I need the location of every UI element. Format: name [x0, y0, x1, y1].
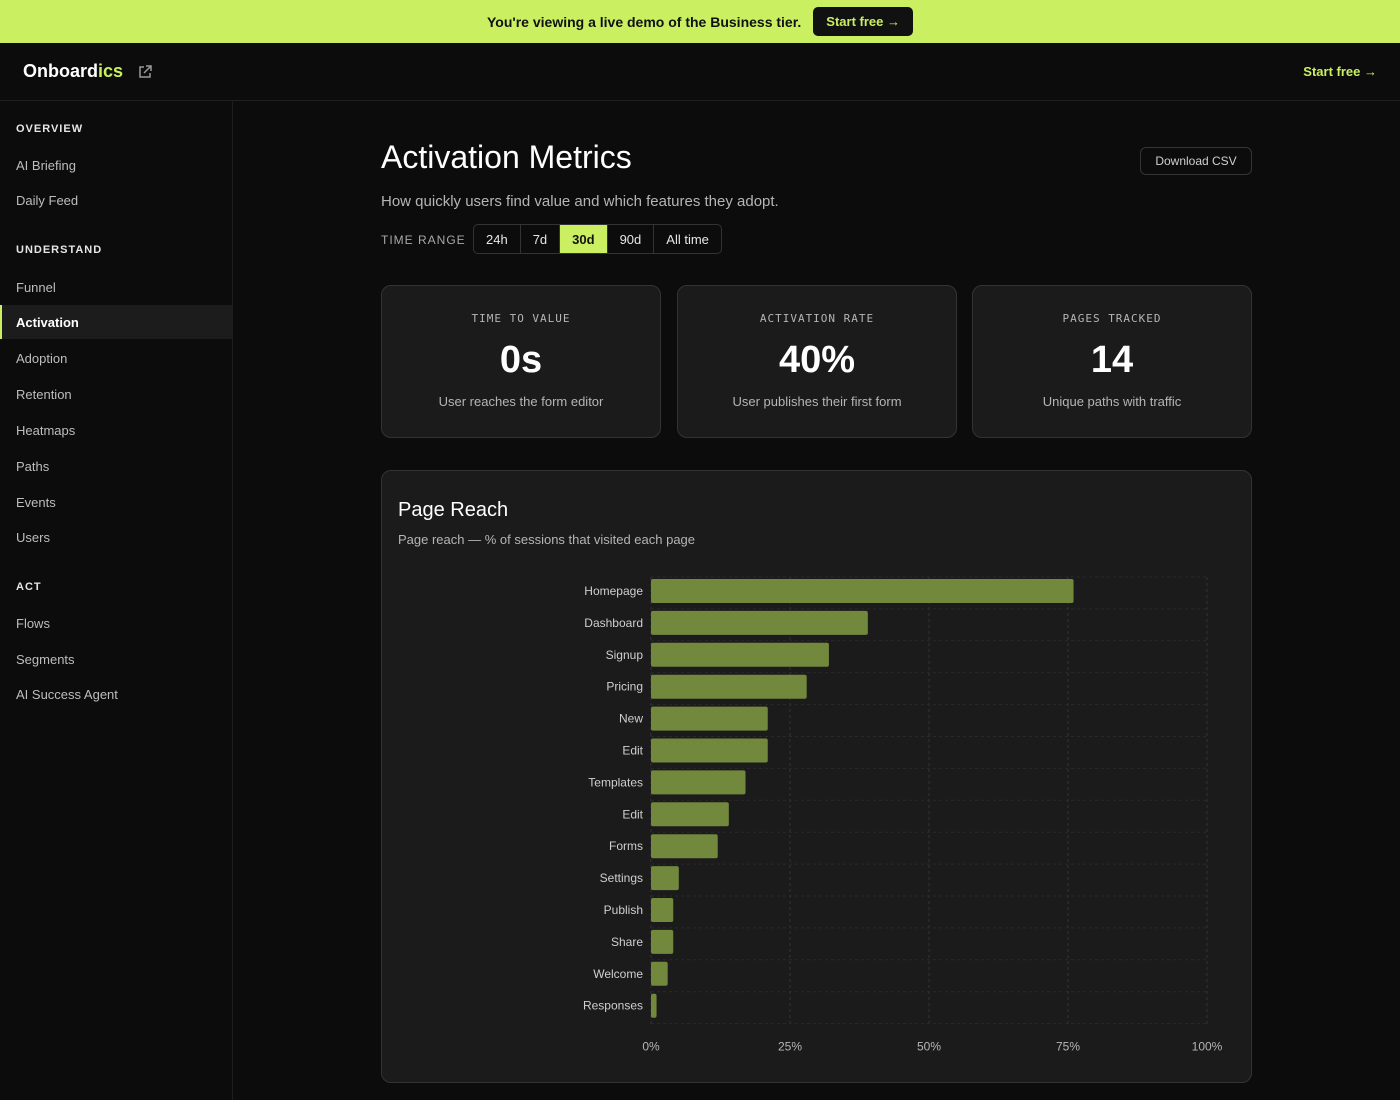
page-reach-chart: 0% 25% 50% 75% 100% Homepage Dashboard Signup Pr…	[583, 576, 1223, 1054]
y-category-label: Pricing	[606, 680, 643, 694]
time-range-label: TIME RANGE	[381, 233, 466, 247]
chart-title: Page Reach	[398, 499, 509, 521]
bar[interactable]	[651, 929, 674, 954]
y-category-label: Welcome	[593, 967, 643, 981]
sidebar-item-segments[interactable]: Segments	[16, 651, 75, 667]
range-all-time-button[interactable]: All time	[666, 231, 709, 247]
metric-card-pages-tracked: PAGES TRACKED 14 Unique paths with traff…	[972, 285, 1252, 438]
sidebar-item-adoption[interactable]: Adoption	[16, 350, 68, 366]
y-category-label: Forms	[609, 839, 643, 853]
page-title: Activation Metrics	[381, 139, 632, 175]
sidebar-item-events[interactable]: Events	[16, 494, 56, 510]
chart-subtitle: Page reach — % of sessions that visited …	[398, 532, 696, 547]
bar[interactable]	[651, 674, 807, 699]
main-content: Activation Metrics Download CSV How quic…	[233, 101, 1400, 1100]
x-tick-label: 25%	[778, 1040, 802, 1054]
sidebar-item-funnel[interactable]: Funnel	[16, 279, 56, 295]
metric-card-activation-rate: ACTIVATION RATE 40% User publishes their…	[677, 285, 957, 438]
x-tick-label: 100%	[1192, 1040, 1223, 1054]
bar[interactable]	[651, 579, 1074, 603]
x-tick-label: 75%	[1056, 1040, 1080, 1054]
topbar-start-free-link[interactable]: Start free →	[1303, 64, 1377, 79]
sidebar-section-overview: OVERVIEW	[16, 123, 84, 135]
sidebar-item-ai-success-agent[interactable]: AI Success Agent	[16, 686, 118, 702]
bar[interactable]	[651, 866, 679, 891]
metric-label: PAGES TRACKED	[1062, 312, 1162, 325]
bar[interactable]	[651, 961, 668, 986]
logo-accent: ics	[98, 61, 124, 81]
metric-card-time-to-value: TIME TO VALUE 0s User reaches the form e…	[381, 285, 661, 438]
sidebar-item-flows[interactable]: Flows	[16, 615, 50, 631]
bar[interactable]	[651, 610, 868, 635]
sidebar-item-paths[interactable]: Paths	[16, 458, 50, 474]
metric-description: User reaches the form editor	[438, 394, 604, 409]
sidebar-section-understand: UNDERSTAND	[16, 244, 103, 256]
sidebar-item-retention[interactable]: Retention	[16, 386, 72, 402]
metric-value: 0s	[499, 339, 543, 381]
bar[interactable]	[651, 642, 829, 667]
y-category-label: Templates	[588, 775, 643, 789]
page-reach-panel: Page Reach Page reach — % of sessions th…	[381, 470, 1252, 1083]
y-category-label: Share	[611, 935, 643, 949]
logo-main: Onboard	[23, 61, 98, 81]
sidebar: OVERVIEW AI Briefing Daily Feed UNDERSTA…	[0, 101, 233, 1100]
x-tick-label: 50%	[917, 1040, 941, 1054]
range-90d-button[interactable]: 90d	[608, 225, 655, 253]
range-30d-button[interactable]: 30d	[560, 225, 608, 253]
y-category-label: Edit	[622, 807, 643, 821]
y-category-label: Settings	[600, 871, 643, 885]
bar[interactable]	[651, 770, 746, 795]
time-range-selector: 24h 7d 30d 90d All time	[473, 224, 722, 254]
x-tick-label: 0%	[642, 1040, 660, 1054]
bar[interactable]	[651, 898, 674, 922]
sidebar-section-act: ACT	[16, 581, 42, 593]
sidebar-item-heatmaps[interactable]: Heatmaps	[16, 422, 76, 438]
range-7d-button[interactable]: 7d	[521, 225, 561, 253]
y-category-label: New	[619, 712, 643, 726]
sidebar-item-ai-briefing[interactable]: AI Briefing	[16, 157, 76, 173]
metric-label: ACTIVATION RATE	[759, 312, 875, 325]
bar[interactable]	[651, 993, 657, 1018]
download-csv-button[interactable]: Download CSV	[1140, 147, 1252, 175]
metric-value: 40%	[778, 339, 856, 381]
logo[interactable]: Onboardics	[23, 61, 123, 82]
external-link-icon[interactable]	[137, 64, 153, 80]
metric-label: TIME TO VALUE	[471, 312, 571, 325]
banner-start-free-button[interactable]: Start free →	[813, 7, 913, 36]
y-category-label: Edit	[622, 744, 643, 758]
top-bar: Onboardics Start free →	[0, 43, 1400, 101]
metric-description: User publishes their first form	[732, 394, 902, 409]
bar[interactable]	[651, 834, 718, 859]
banner-text: You're viewing a live demo of the Busine…	[487, 13, 802, 30]
y-category-label: Signup	[606, 648, 644, 662]
y-category-label: Responses	[583, 999, 643, 1013]
demo-banner: You're viewing a live demo of the Busine…	[0, 0, 1400, 43]
y-category-label: Homepage	[584, 584, 643, 598]
metric-value: 14	[1090, 339, 1134, 381]
y-category-label: Dashboard	[584, 616, 643, 630]
sidebar-item-activation[interactable]: Activation	[0, 305, 232, 339]
sidebar-item-users[interactable]: Users	[16, 529, 50, 545]
y-category-label: Publish	[604, 903, 643, 917]
metric-description: Unique paths with traffic	[1042, 394, 1182, 409]
bar[interactable]	[651, 706, 768, 731]
bar[interactable]	[651, 802, 729, 827]
page-subtitle: How quickly users find value and which f…	[381, 193, 779, 210]
bar[interactable]	[651, 738, 768, 763]
range-24h-button[interactable]: 24h	[474, 225, 521, 253]
sidebar-item-daily-feed[interactable]: Daily Feed	[16, 192, 79, 208]
